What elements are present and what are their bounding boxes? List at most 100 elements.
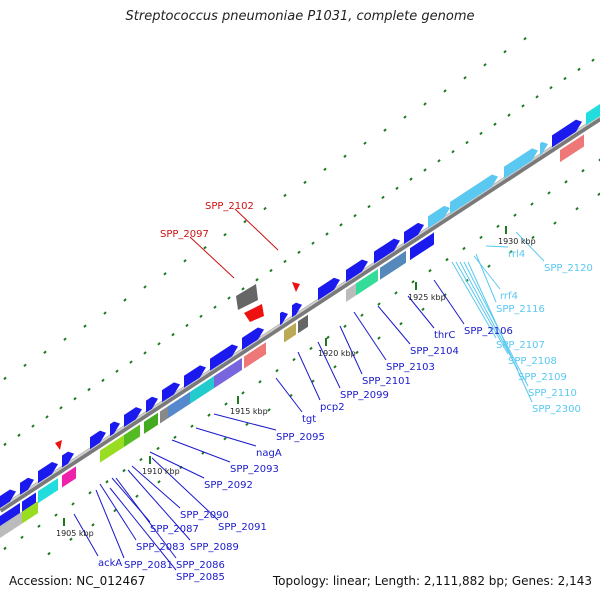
gc-dot (535, 95, 539, 99)
gene-label[interactable]: SPP_2107 (496, 340, 545, 351)
gene-label[interactable]: SPP_2120 (544, 263, 593, 274)
gene-arrow[interactable] (242, 327, 264, 350)
red-feature-arrow-1[interactable] (55, 440, 62, 450)
gene-block[interactable] (244, 342, 266, 369)
gene-block[interactable] (356, 269, 378, 296)
gene-block[interactable] (410, 232, 434, 261)
gene-block[interactable] (62, 466, 76, 488)
gene-block[interactable] (0, 502, 20, 528)
gene-block[interactable] (124, 424, 140, 447)
gc-dot (103, 311, 107, 315)
gene-block[interactable] (160, 406, 168, 424)
gene-label[interactable]: SPP_2085 (176, 572, 225, 583)
gene-label[interactable]: SPP_2083 (136, 542, 185, 553)
gene-arrow[interactable] (374, 238, 400, 264)
gene-arrow[interactable] (124, 407, 142, 427)
gene-block[interactable] (284, 322, 296, 343)
leader-line (99, 483, 137, 541)
gene-arrow[interactable] (162, 382, 180, 403)
gene-block[interactable] (190, 376, 214, 404)
gc-dot (479, 235, 483, 240)
leader-line (195, 427, 257, 447)
gene-label[interactable]: SPP_2090 (180, 510, 229, 521)
gene-arrow[interactable] (0, 489, 16, 508)
gc-dot (553, 221, 557, 225)
gene-arrow[interactable] (280, 311, 288, 326)
gene-arrow[interactable] (346, 259, 368, 282)
gene-label[interactable]: thrC (434, 330, 455, 341)
scale-label: 1910 kbp (142, 467, 180, 476)
gene-label[interactable]: SPP_2093 (230, 464, 279, 475)
gene-label[interactable]: SPP_2103 (386, 362, 435, 373)
leader-line (149, 451, 205, 479)
gc-dot (409, 177, 413, 181)
gene-label[interactable]: SPP_2108 (508, 356, 557, 367)
gene-label[interactable]: SPP_2099 (340, 390, 389, 401)
gene-label[interactable]: SPP_2097 (160, 229, 209, 240)
gene-label[interactable]: tgt (302, 414, 316, 425)
gene-label[interactable]: pcp2 (320, 402, 345, 413)
gene-label[interactable]: ackA (98, 558, 122, 569)
gene-label[interactable]: SPP_2092 (204, 480, 253, 491)
leader-line (111, 477, 151, 523)
gene-block[interactable] (144, 412, 158, 434)
gene-label[interactable]: SPP_2087 (150, 524, 199, 535)
rna-arrow[interactable] (540, 141, 548, 156)
gc-dot (493, 122, 497, 126)
gene-arrow[interactable] (90, 430, 106, 450)
gene-label[interactable]: SPP_2101 (362, 376, 411, 387)
gene-label[interactable]: SPP_2081 (124, 560, 173, 571)
red-feature-arrow-2[interactable] (292, 282, 300, 292)
gene-arrow[interactable] (318, 277, 340, 301)
gene-label[interactable]: SPP_2116 (496, 304, 545, 315)
gene-arrow[interactable] (62, 451, 74, 468)
gene-block[interactable] (346, 283, 356, 302)
gc-dot (45, 415, 49, 419)
gene-label[interactable]: SPP_2109 (518, 372, 567, 383)
gene-arrow[interactable] (146, 396, 158, 413)
gene-block[interactable] (214, 357, 242, 389)
gene-block[interactable] (380, 250, 406, 280)
gc-dot (395, 186, 399, 190)
gene-arrow[interactable] (110, 421, 120, 437)
gene-arrow[interactable] (20, 477, 34, 495)
gc-dot (143, 285, 147, 289)
gray-feature-block[interactable] (236, 284, 258, 310)
gene-block[interactable] (38, 478, 58, 504)
gene-label[interactable]: SPP_2110 (528, 388, 577, 399)
gene-label[interactable]: SPP_2089 (190, 542, 239, 553)
gene-block[interactable] (586, 104, 600, 126)
rna-arrow[interactable] (428, 205, 450, 229)
gene-label[interactable]: rrf4 (500, 291, 518, 302)
red-feature-block[interactable] (244, 304, 264, 322)
gene-block[interactable] (560, 134, 584, 163)
rna-arrow[interactable] (504, 148, 538, 179)
gc-dot (311, 241, 315, 245)
gene-arrow[interactable] (38, 462, 58, 484)
gene-label[interactable]: SPP_2106 (464, 326, 513, 337)
rna-arrow[interactable] (450, 174, 498, 214)
gene-block[interactable] (168, 391, 190, 419)
gene-label[interactable]: rrl4 (508, 249, 525, 260)
gene-block[interactable] (298, 314, 308, 334)
gene-arrow[interactable] (210, 344, 238, 371)
gc-dot (69, 537, 73, 541)
gene-arrow[interactable] (552, 119, 582, 148)
gene-block[interactable] (0, 511, 22, 538)
gene-label[interactable]: SPP_2104 (410, 346, 459, 357)
gene-block[interactable] (22, 501, 38, 524)
gc-dot (496, 224, 500, 229)
leader-line (297, 351, 321, 401)
gene-arrow[interactable] (292, 302, 302, 318)
gene-label[interactable]: SPP_2102 (205, 201, 254, 212)
gene-label[interactable]: SPP_2095 (276, 432, 325, 443)
gene-label[interactable]: nagA (256, 448, 282, 459)
gene-label[interactable]: SPP_2086 (176, 560, 225, 571)
gene-arrow[interactable] (404, 222, 424, 245)
gene-block[interactable] (22, 492, 36, 514)
gene-label[interactable]: SPP_2091 (218, 522, 267, 533)
gene-label[interactable]: SPP_2300 (532, 404, 581, 415)
gene-arrow[interactable] (184, 365, 206, 388)
gene-block[interactable] (100, 434, 124, 463)
gc-dot (54, 513, 58, 517)
